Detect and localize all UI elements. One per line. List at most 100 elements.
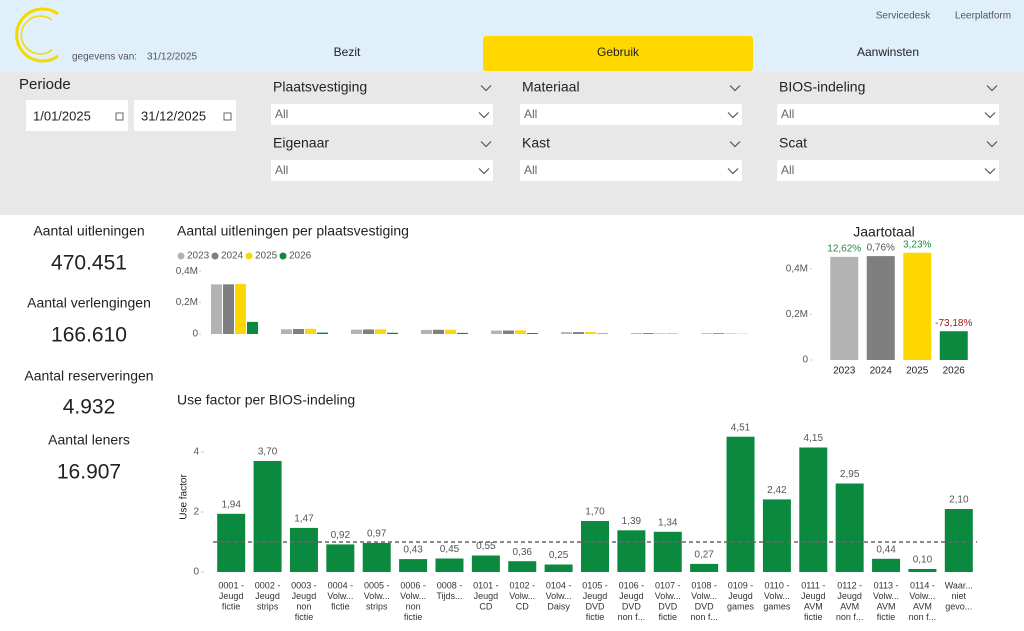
- bar: [581, 521, 609, 572]
- x-tick-label: 2023: [833, 366, 856, 377]
- slicer-box[interactable]: [777, 104, 999, 125]
- x-tick-label: 0102 -: [509, 580, 535, 590]
- x-tick-label: DVD: [658, 601, 678, 611]
- slicer-box[interactable]: [271, 160, 493, 181]
- date-input[interactable]: [134, 100, 236, 131]
- y-tick-label: 4: [193, 447, 199, 458]
- value-label: 0,27: [694, 550, 714, 561]
- slicer-label: Kast: [522, 135, 550, 151]
- bar: [939, 331, 968, 360]
- bar: [725, 333, 736, 334]
- legend-label: 2026: [289, 251, 312, 262]
- slicer-label: Scat: [779, 135, 807, 151]
- x-tick-label: Jeugd: [619, 591, 644, 601]
- x-tick-label: 0109 -: [728, 580, 754, 590]
- x-tick-label: DVD: [585, 601, 605, 611]
- slicer-box[interactable]: [777, 160, 999, 181]
- x-tick-label: Volw...: [327, 591, 353, 601]
- bar: [326, 544, 355, 572]
- x-tick-label: 0111 -: [801, 580, 825, 590]
- slicer-label: Plaatsvestiging: [273, 79, 367, 95]
- bar: [544, 564, 573, 572]
- x-tick-label: Volw...: [764, 591, 790, 601]
- chevron: [727, 112, 739, 119]
- value-label: 0,43: [403, 545, 423, 556]
- slicer-box[interactable]: [520, 104, 742, 125]
- kpi-value: 166.610: [51, 324, 127, 347]
- y-tick-label: 0,2M: [786, 309, 808, 320]
- slicer-value: All: [275, 163, 288, 177]
- change-label: 12,62%: [827, 244, 861, 255]
- bar: [281, 329, 292, 334]
- x-tick-label: 0108 -: [691, 580, 717, 590]
- x-tick-label: Jeugd: [801, 591, 826, 601]
- x-tick-label: non f...: [836, 612, 864, 622]
- x-tick-label: non f...: [690, 612, 718, 622]
- x-tick-label: strips: [366, 601, 388, 611]
- y-tick-label: 0,4M: [176, 266, 198, 277]
- bar: [561, 332, 572, 334]
- value-label: 1,70: [585, 507, 605, 518]
- filter-bg: [0, 72, 1024, 215]
- tab[interactable]: Gebruik: [597, 45, 640, 59]
- legend-label: 2023: [187, 251, 210, 262]
- chevron: [729, 141, 741, 148]
- bar: [690, 563, 719, 572]
- bar: [631, 333, 642, 334]
- bar: [799, 447, 828, 572]
- bar: [866, 256, 895, 360]
- bar: [573, 332, 584, 334]
- kpi-label: Aantal leners: [48, 432, 130, 448]
- legend-dot: [279, 252, 287, 260]
- chevron: [480, 85, 492, 92]
- bar: [375, 329, 386, 334]
- x-tick-label: games: [727, 601, 755, 611]
- x-tick-label: non f...: [909, 612, 937, 622]
- x-tick-label: 0001 -: [218, 580, 244, 590]
- value-label: 0,97: [367, 529, 387, 540]
- x-tick-label: Volw...: [691, 591, 717, 601]
- value-label: 0,44: [876, 544, 896, 555]
- chevron: [727, 168, 739, 175]
- bar: [701, 333, 712, 334]
- chevron: [729, 85, 741, 92]
- tab[interactable]: Bezit: [334, 45, 361, 59]
- slicer-box[interactable]: [520, 160, 742, 181]
- date-input[interactable]: [26, 100, 128, 131]
- active-tab[interactable]: [483, 36, 753, 71]
- x-tick-label: 2026: [943, 366, 966, 377]
- link[interactable]: Leerplatform: [955, 11, 1011, 22]
- bar: [217, 513, 246, 572]
- bar: [305, 328, 316, 334]
- y-tick-label: 2: [193, 507, 199, 518]
- chevron: [984, 168, 996, 175]
- y-axis-label: Use factor: [179, 474, 190, 520]
- legend-label: 2024: [221, 251, 244, 262]
- change-label: 0,76%: [867, 243, 895, 254]
- value-label: 2,95: [840, 469, 860, 480]
- x-tick-label: 0101 -: [473, 580, 499, 590]
- bar: [643, 333, 654, 334]
- date-label: gegevens van:: [72, 52, 137, 63]
- link[interactable]: Servicedesk: [876, 11, 931, 22]
- x-tick-label: Volw...: [364, 591, 390, 601]
- date: 31/12/2025: [147, 52, 197, 63]
- tab[interactable]: Aanwinsten: [857, 45, 919, 59]
- chart-title: Use factor per BIOS-indeling: [177, 392, 355, 408]
- period-label: Periode: [19, 76, 71, 93]
- kpi-value: 16.907: [57, 461, 121, 484]
- x-tick-label: fictie: [877, 612, 896, 622]
- value-label: 1,94: [221, 499, 241, 510]
- slicer-value: All: [524, 163, 537, 177]
- slicer-value: All: [524, 107, 537, 121]
- value-label: 1,47: [294, 514, 314, 525]
- bar: [387, 332, 398, 334]
- x-tick-label: 0112 -: [837, 580, 862, 590]
- slicer-box[interactable]: [271, 104, 493, 125]
- x-tick-label: Jeugd: [474, 591, 499, 601]
- x-tick-label: Volw...: [546, 591, 572, 601]
- bar: [655, 333, 666, 334]
- x-tick-label: Volw...: [655, 591, 681, 601]
- calendar-icon: [223, 112, 232, 121]
- bar: [445, 329, 456, 334]
